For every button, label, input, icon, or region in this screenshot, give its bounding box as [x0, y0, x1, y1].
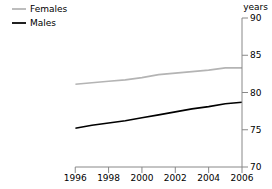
- svg-text:75: 75: [250, 125, 261, 135]
- svg-text:2006: 2006: [231, 173, 254, 183]
- svg-text:85: 85: [250, 50, 261, 60]
- svg-text:80: 80: [250, 88, 262, 98]
- svg-text:1996: 1996: [64, 173, 87, 183]
- html-text:years: years: [243, 2, 268, 12]
- svg-text:2000: 2000: [130, 173, 153, 183]
- svg-text:2004: 2004: [197, 173, 220, 183]
- html-text:Males: Males: [30, 17, 56, 28]
- svg-text:2002: 2002: [164, 173, 187, 183]
- html-text:Females: Females: [30, 3, 68, 14]
- svg-text:1998: 1998: [97, 173, 120, 183]
- svg-text:90: 90: [250, 13, 262, 23]
- svg-text:70: 70: [250, 162, 262, 172]
